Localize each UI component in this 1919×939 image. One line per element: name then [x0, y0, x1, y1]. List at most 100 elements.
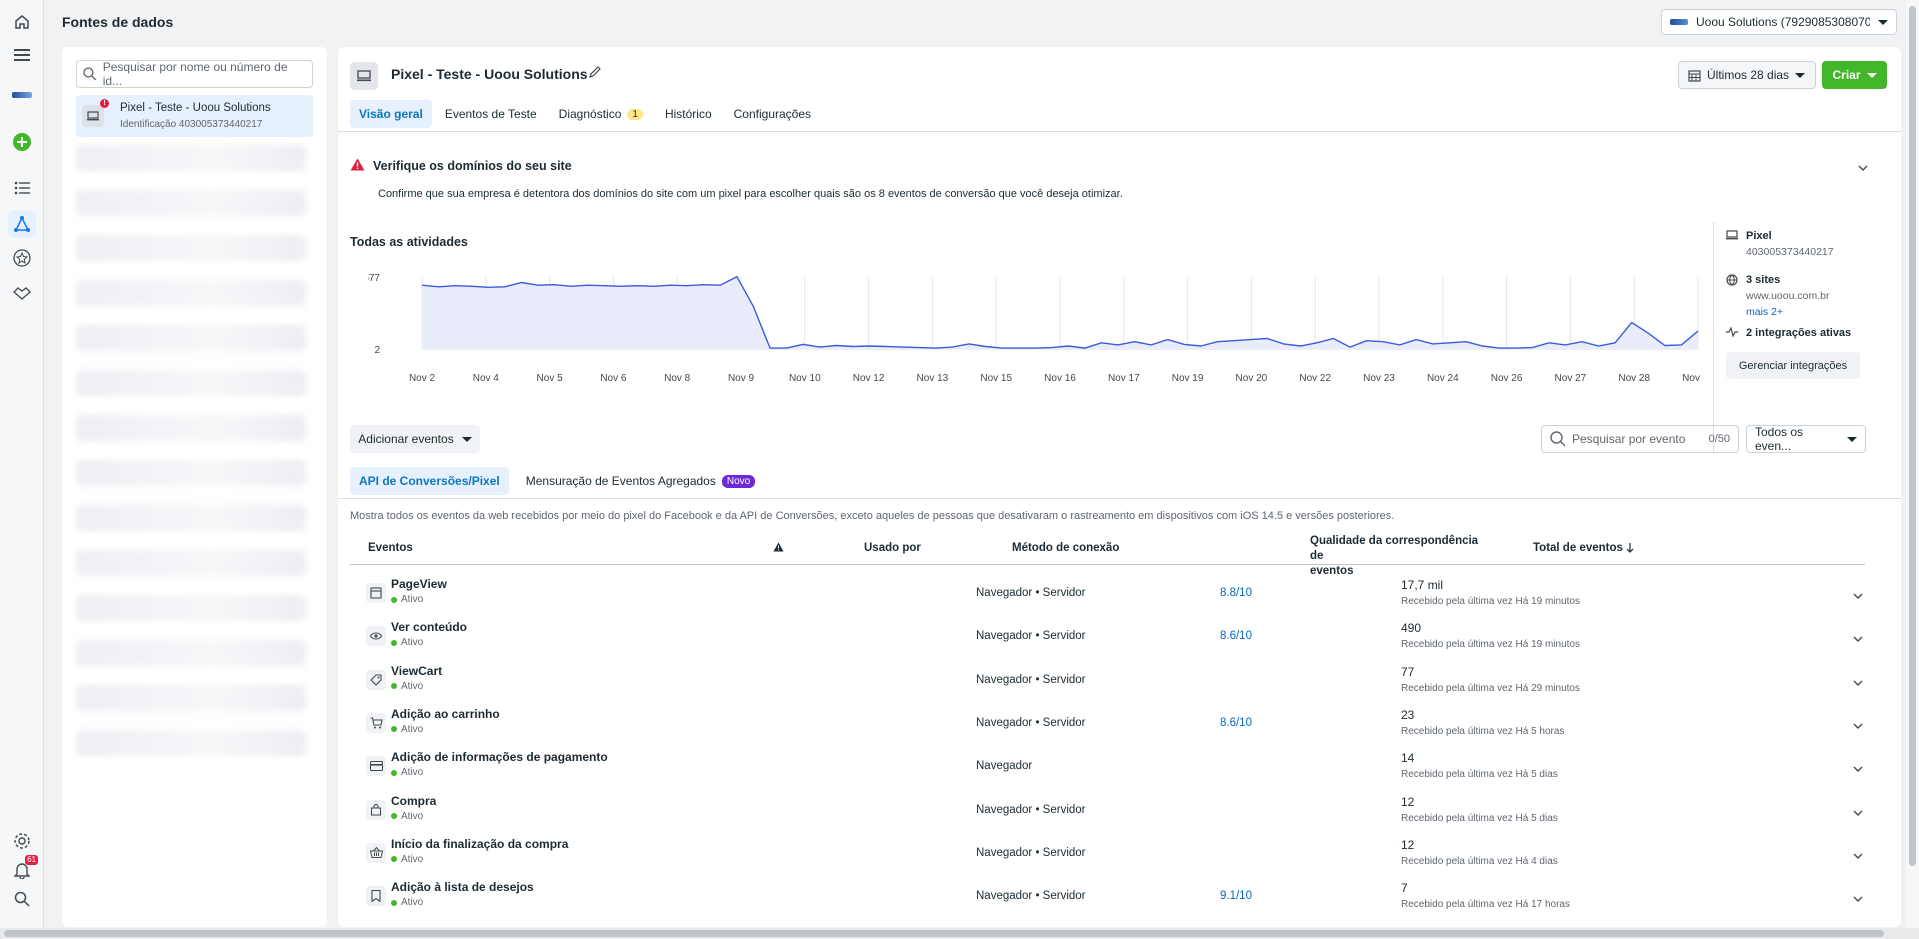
search-icon[interactable]: [10, 887, 34, 911]
tab-test-events[interactable]: Eventos de Teste: [436, 100, 546, 128]
list-item[interactable]: [76, 415, 306, 441]
sources-search-input[interactable]: Pesquisar por nome ou número de id...: [76, 60, 313, 88]
table-row[interactable]: Adição à lista de desejos Ativo Navegado…: [350, 876, 1865, 919]
account-logo-icon[interactable]: [10, 83, 34, 107]
chevron-down-icon[interactable]: [1853, 588, 1863, 602]
create-plus-icon[interactable]: [10, 130, 34, 154]
events-tabs: API de Conversões/Pixel Mensuração de Ev…: [350, 467, 764, 495]
list-item[interactable]: [76, 550, 306, 576]
tab-history[interactable]: Histórico: [656, 100, 721, 128]
chevron-down-icon[interactable]: [1853, 718, 1863, 732]
tab-aggregated-events[interactable]: Mensuração de Eventos Agregados Novo: [517, 467, 764, 495]
col-header-method[interactable]: Método de conexão: [1012, 542, 1120, 554]
match-quality[interactable]: 9.1/10: [1220, 890, 1252, 903]
event-search-input[interactable]: Pesquisar por evento 0/50: [1541, 425, 1739, 453]
y-tick-label: 2: [374, 345, 380, 356]
manage-integrations-button[interactable]: Gerenciar integrações: [1726, 352, 1860, 379]
data-sources-icon[interactable]: [8, 210, 36, 238]
event-status-label: Ativo: [401, 680, 424, 692]
account-selector[interactable]: Uoou Solutions (7929085308070...: [1661, 9, 1897, 35]
star-icon[interactable]: [10, 246, 34, 270]
col-header-used-by[interactable]: Usado por: [864, 542, 921, 554]
table-row[interactable]: Adição ao carrinho Ativo Navegador • Ser…: [350, 703, 1865, 746]
connection-method: Navegador • Servidor: [976, 846, 1086, 859]
table-row[interactable]: Início da finalização da compra Ativo Na…: [350, 833, 1865, 876]
add-events-button[interactable]: Adicionar eventos: [350, 425, 480, 453]
list-item[interactable]: [76, 145, 306, 171]
tab-conversions-api[interactable]: API de Conversões/Pixel: [350, 467, 509, 495]
list-icon[interactable]: [10, 176, 34, 200]
sites-info-row: 3 sites www.uoou.com.br mais 2+: [1726, 274, 1829, 318]
page-icon: [366, 583, 386, 603]
scrollbar-thumb[interactable]: [1909, 6, 1916, 866]
list-item[interactable]: [76, 595, 306, 621]
create-button[interactable]: Criar: [1822, 61, 1887, 89]
match-quality[interactable]: 8.6/10: [1220, 630, 1252, 643]
list-item[interactable]: [76, 505, 306, 531]
settings-gear-icon[interactable]: [10, 829, 34, 853]
handshake-icon[interactable]: [10, 281, 34, 305]
chevron-down-icon[interactable]: [1853, 891, 1863, 905]
event-name: PageView: [391, 577, 447, 591]
list-item[interactable]: [76, 325, 306, 351]
home-icon[interactable]: [10, 10, 34, 34]
table-row[interactable]: Ver conteúdo Ativo Navegador • Servidor …: [350, 616, 1865, 659]
event-name: Compra: [391, 793, 437, 808]
tab-overview[interactable]: Visão geral: [350, 100, 432, 128]
status-dot-icon: [391, 596, 397, 603]
list-item[interactable]: [76, 640, 306, 666]
data-sources-panel: Pesquisar por nome ou número de id... ! …: [62, 47, 327, 927]
col-header-events[interactable]: Eventos: [368, 542, 413, 554]
pixel-label: Pixel: [1746, 230, 1772, 242]
pencil-edit-icon[interactable]: [588, 65, 602, 82]
list-item[interactable]: [76, 685, 306, 711]
col-header-total[interactable]: Total de eventos: [1533, 542, 1634, 554]
match-quality[interactable]: 8.8/10: [1220, 587, 1252, 599]
chevron-down-icon[interactable]: [1853, 675, 1863, 689]
x-tick-label: Nov 13: [917, 373, 949, 384]
status-dot-icon: [391, 899, 397, 906]
create-label: Criar: [1832, 68, 1861, 82]
events-filter-select[interactable]: Todos os even...: [1746, 425, 1866, 453]
site-url: www.uoou.com.br: [1746, 290, 1830, 302]
menu-icon[interactable]: [10, 43, 34, 67]
tab-diagnostics[interactable]: Diagnóstico 1: [550, 100, 652, 128]
tab-settings[interactable]: Configurações: [725, 100, 820, 128]
connection-method: Navegador • Servidor: [976, 803, 1086, 816]
vertical-scrollbar[interactable]: [1906, 0, 1919, 928]
new-badge: Novo: [721, 474, 756, 488]
table-row[interactable]: Adição de informações de pagamento Ativo…: [350, 746, 1865, 789]
list-item[interactable]: [76, 730, 306, 756]
events-filter-label: Todos os even...: [1755, 425, 1804, 453]
event-status-label: Ativo: [401, 897, 424, 909]
col-header-quality[interactable]: Qualidade da correspondência de eventos: [1310, 534, 1480, 579]
table-row[interactable]: PageView Ativo Navegador • Servidor 8.8/…: [350, 573, 1865, 616]
warning-triangle-icon: [773, 542, 784, 555]
x-tick-label: Nov 16: [1044, 373, 1076, 384]
chevron-down-icon[interactable]: [1853, 848, 1863, 862]
chevron-down-icon[interactable]: [1858, 160, 1868, 174]
x-tick-label: Nov 28: [1618, 373, 1650, 384]
notifications-bell-icon[interactable]: 61: [10, 855, 38, 882]
table-row[interactable]: ViewCart Ativo Navegador • Servidor 77 R…: [350, 660, 1865, 703]
chevron-down-icon[interactable]: [1853, 631, 1863, 645]
list-item[interactable]: [76, 460, 306, 486]
chevron-down-icon[interactable]: [1853, 761, 1863, 775]
account-name: Uoou Solutions (7929085308070...: [1696, 15, 1870, 29]
activity-chart: Nov 2 Nov 4 Nov 5 Nov 6 Nov 8 Nov 9 Nov 10 Nov …: [368, 273, 1703, 384]
more-sites-link[interactable]: mais 2+: [1746, 306, 1784, 318]
list-item[interactable]: [76, 280, 306, 306]
match-quality[interactable]: 8.6/10: [1220, 716, 1252, 729]
horizontal-scrollbar[interactable]: [0, 928, 1919, 939]
scrollbar-thumb[interactable]: [4, 930, 1884, 937]
list-item[interactable]: [76, 235, 306, 261]
list-item[interactable]: [76, 370, 306, 396]
sort-arrow-down-icon: [1626, 543, 1634, 553]
date-range-selector[interactable]: Últimos 28 dias: [1678, 61, 1816, 89]
date-range-label: Últimos 28 dias: [1707, 68, 1790, 82]
status-dot-icon: [391, 683, 397, 690]
chevron-down-icon[interactable]: [1853, 805, 1863, 819]
table-row[interactable]: Compra Ativo Navegador • Servidor 12 Rec…: [350, 790, 1865, 833]
selected-data-source[interactable]: ! Pixel - Teste - Uoou Solutions Identif…: [76, 95, 313, 137]
list-item[interactable]: [76, 190, 306, 216]
